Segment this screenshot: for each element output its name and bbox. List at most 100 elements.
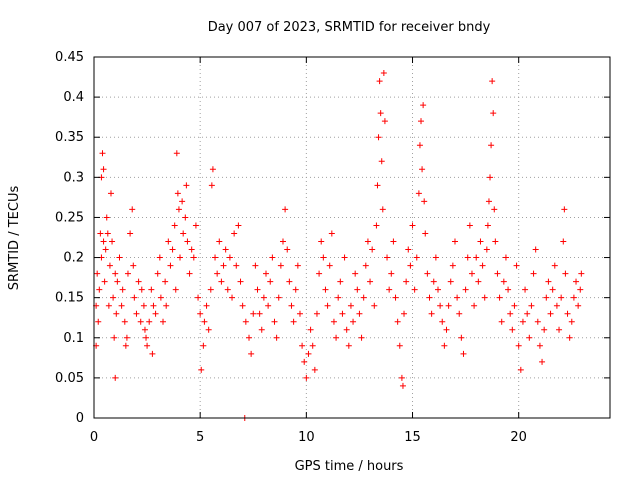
data-point — [294, 262, 301, 269]
x-tick-label: 15 — [404, 430, 421, 445]
tick-labels: 0 0.05 0.1 0.15 0.2 0.25 0.3 0.35 0.4 0.45 0 5 10 15 2… — [55, 50, 527, 445]
data-point — [169, 246, 176, 253]
plot-frame — [93, 56, 611, 419]
data-point — [492, 238, 499, 245]
data-point — [388, 270, 395, 277]
data-point — [318, 238, 325, 245]
data-point — [487, 174, 494, 181]
data-point — [284, 246, 291, 253]
data-point — [479, 262, 486, 269]
chart-title: Day 007 of 2023, SRMTID for receiver bnd… — [208, 20, 491, 35]
data-point — [271, 318, 278, 325]
x-tick-label: 5 — [196, 430, 204, 445]
data-point — [201, 318, 208, 325]
data-point — [149, 350, 156, 357]
data-point — [303, 374, 310, 381]
data-point — [290, 318, 297, 325]
data-point — [214, 270, 221, 277]
data-point — [437, 302, 444, 309]
data-point — [130, 262, 137, 269]
data-point — [116, 254, 123, 261]
data-point — [95, 318, 102, 325]
data-point — [112, 270, 119, 277]
data-point — [250, 310, 257, 317]
data-point — [144, 342, 151, 349]
data-point — [458, 334, 465, 341]
data-point — [163, 302, 170, 309]
y-tick-label: 0.2 — [63, 251, 84, 266]
data-point — [420, 102, 427, 109]
data-point — [275, 294, 282, 301]
data-point — [466, 222, 473, 229]
data-point — [146, 318, 153, 325]
data-point — [392, 294, 399, 301]
data-point — [513, 262, 520, 269]
data-point — [156, 254, 163, 261]
data-point — [222, 246, 229, 253]
data-point — [216, 238, 223, 245]
data-point — [390, 238, 397, 245]
data-point — [252, 262, 259, 269]
data-point — [507, 310, 514, 317]
data-point — [188, 246, 195, 253]
data-point — [475, 278, 482, 285]
y-tick-label: 0 — [76, 411, 84, 426]
data-point — [566, 334, 573, 341]
data-point — [454, 294, 461, 301]
data-point — [409, 222, 416, 229]
data-point — [137, 318, 144, 325]
data-point — [330, 318, 337, 325]
data-point — [551, 262, 558, 269]
y-tick-label: 0.45 — [55, 50, 84, 65]
data-point — [524, 310, 531, 317]
data-point — [424, 270, 431, 277]
data-point — [129, 206, 136, 213]
data-point — [173, 150, 180, 157]
data-point — [203, 302, 210, 309]
data-point — [107, 190, 114, 197]
data-point — [526, 334, 533, 341]
data-point — [177, 254, 183, 261]
data-point — [541, 326, 548, 333]
data-point — [509, 326, 516, 333]
data-point — [131, 294, 138, 301]
data-point — [515, 342, 522, 349]
data-point — [172, 286, 179, 293]
data-point — [505, 286, 512, 293]
data-point — [218, 278, 225, 285]
data-point — [490, 110, 497, 117]
data-point — [286, 278, 293, 285]
data-point — [386, 286, 393, 293]
data-point — [352, 270, 359, 277]
data-point — [121, 318, 128, 325]
data-point — [570, 294, 577, 301]
y-tick-label: 0.25 — [55, 210, 84, 225]
data-point — [403, 278, 410, 285]
data-point — [328, 230, 335, 237]
data-point — [105, 302, 112, 309]
data-point — [460, 350, 467, 357]
x-tick-label: 10 — [298, 430, 315, 445]
data-point — [165, 238, 172, 245]
data-point — [260, 294, 267, 301]
data-point — [104, 230, 111, 237]
data-points — [93, 70, 585, 421]
data-point — [484, 222, 491, 229]
data-point — [326, 262, 333, 269]
data-point — [545, 278, 552, 285]
data-point — [198, 366, 205, 373]
data-point — [343, 326, 350, 333]
data-point — [500, 278, 507, 285]
data-point — [398, 374, 405, 381]
data-point — [94, 270, 101, 277]
data-point — [496, 294, 503, 301]
data-point — [111, 334, 118, 341]
data-point — [258, 326, 265, 333]
data-point — [379, 206, 386, 213]
data-point — [263, 270, 269, 277]
data-point — [519, 318, 526, 325]
data-point — [543, 294, 550, 301]
data-point — [207, 286, 214, 293]
data-point — [160, 318, 167, 325]
data-point — [481, 294, 488, 301]
